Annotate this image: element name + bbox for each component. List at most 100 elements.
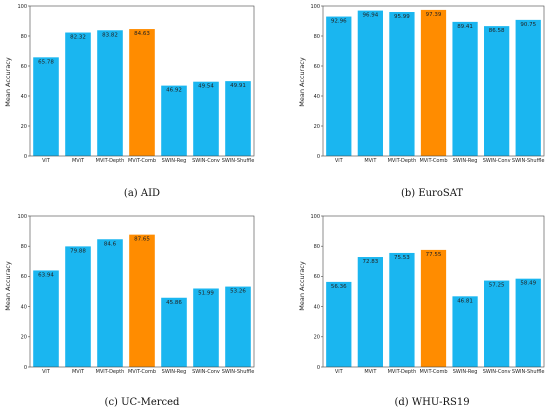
bar-value-label: 46.92: [166, 88, 182, 94]
y-tick-label: 100: [310, 214, 320, 220]
x-tick-label: MViT-Comb: [128, 369, 156, 375]
x-tick-label: MViT-Comb: [128, 158, 156, 164]
y-tick-label: 60: [21, 64, 27, 70]
bar-swin-conv: [484, 26, 510, 156]
bar-vit: [326, 16, 352, 157]
x-tick-label: ViT: [335, 158, 344, 164]
bar-swin-shuffle: [225, 286, 251, 367]
bar-swin-shuffle: [515, 19, 541, 156]
x-tick-label: SWIN-Reg: [453, 369, 478, 375]
y-tick-label: 0: [317, 154, 320, 160]
chart-panel-uc-merced: Mean Accuracy 0 20 40 60 80 100 63.94 ViT 79.88 M…: [4, 214, 255, 408]
plot-frame: [322, 5, 545, 157]
x-tick-label: MViT-Comb: [419, 158, 447, 164]
bar-value-label: 83.82: [102, 32, 118, 38]
bar-swin-conv: [484, 280, 510, 367]
x-tick-label: ViT: [335, 369, 344, 375]
chart-caption: (b) EuroSAT: [401, 188, 463, 199]
bar-value-label: 49.91: [230, 83, 246, 89]
bar-vit: [326, 281, 352, 367]
bar-swin-reg: [452, 21, 478, 157]
y-tick-label: 100: [310, 4, 320, 10]
x-tick-label: SWIN-Shuffle: [222, 369, 255, 375]
chart-panel-aid: Mean Accuracy 0 20 40 60 80 100 65.78 ViT 82.32 M…: [4, 4, 255, 199]
bar-swin-reg: [452, 296, 478, 367]
bar-value-label: 84.63: [134, 31, 150, 37]
y-tick-label: 0: [317, 365, 320, 371]
chart-caption: (d) WHU-RS19: [394, 397, 469, 408]
bar-mvit: [65, 246, 91, 367]
bar-value-label: 51.99: [198, 290, 214, 296]
y-tick-label: 80: [21, 244, 27, 250]
bar-value-label: 82.32: [70, 35, 86, 41]
y-tick-label: 80: [21, 34, 27, 40]
x-tick-label: MViT-Depth: [388, 369, 417, 375]
bar-value-label: 65.78: [38, 59, 54, 65]
bar-mvit: [357, 10, 383, 157]
bar-value-label: 95.99: [394, 14, 410, 20]
bar-value-label: 58.49: [520, 281, 536, 287]
y-tick-label: 40: [21, 94, 27, 100]
bar-mvit-comb: [129, 29, 155, 156]
bar-value-label: 90.75: [520, 22, 536, 28]
y-tick-label: 100: [17, 214, 27, 220]
bar-value-label: 46.81: [457, 298, 473, 304]
bar-mvit-comb: [420, 9, 447, 157]
bar-mvit: [65, 32, 91, 156]
bar-value-label: 87.65: [134, 237, 150, 243]
x-tick-label: MViT-Comb: [419, 369, 447, 375]
bar-value-label: 45.86: [166, 300, 182, 306]
bar-swin-conv: [193, 81, 219, 156]
bar-value-label: 96.94: [362, 13, 378, 19]
bar-value-label: 79.88: [70, 248, 86, 254]
bar-mvit: [357, 257, 383, 367]
x-tick-label: SWIN-Shuffle: [512, 369, 545, 375]
bar-swin-conv: [193, 288, 219, 367]
bar-value-label: 75.53: [394, 255, 410, 261]
x-tick-label: ViT: [42, 369, 51, 375]
x-tick-label: SWIN-Reg: [162, 158, 187, 164]
x-tick-label: ViT: [42, 158, 51, 164]
y-axis-label: Mean Accuracy: [298, 57, 306, 107]
x-tick-label: MViT: [364, 369, 377, 375]
plot-frame: [322, 215, 545, 368]
y-tick-label: 40: [314, 304, 320, 310]
bar-value-label: 53.26: [230, 289, 246, 295]
y-tick-label: 60: [314, 274, 320, 280]
chart-panel-whu-rs19: Mean Accuracy 0 20 40 60 80 100 56.36 ViT 72.83 M…: [298, 214, 544, 408]
bar-value-label: 84.6: [104, 241, 117, 247]
y-tick-label: 0: [24, 154, 27, 160]
bar-swin-reg: [161, 297, 187, 367]
plot-frame: [29, 5, 255, 157]
bar-value-label: 89.41: [457, 24, 473, 30]
bar-mvit-comb: [129, 234, 155, 367]
bar-mvit-depth: [97, 30, 123, 156]
x-tick-label: SWIN-Shuffle: [222, 158, 255, 164]
chart-caption: (c) UC-Merced: [105, 397, 180, 408]
chart-panel-eurosat: Mean Accuracy 0 20 40 60 80 100 92.96 ViT 96.94 M…: [298, 4, 544, 199]
y-tick-label: 60: [21, 274, 27, 280]
bar-value-label: 86.58: [489, 28, 505, 34]
bar-value-label: 57.25: [489, 283, 505, 289]
y-axis-label: Mean Accuracy: [298, 261, 306, 311]
chart-caption: (a) AID: [124, 188, 160, 199]
y-axis-label: Mean Accuracy: [4, 57, 12, 107]
x-tick-label: MViT: [364, 158, 377, 164]
x-tick-label: MViT: [72, 369, 85, 375]
plot-frame: [29, 215, 255, 368]
bar-value-label: 49.54: [198, 84, 214, 90]
x-tick-label: SWIN-Conv: [483, 158, 511, 164]
y-tick-label: 80: [314, 244, 320, 250]
bar-value-label: 72.83: [362, 259, 378, 265]
bar-value-label: 77.55: [426, 252, 442, 258]
bar-value-label: 97.39: [426, 12, 442, 18]
x-tick-label: SWIN-Conv: [192, 158, 220, 164]
bar-vit: [33, 270, 59, 367]
bar-mvit-depth: [389, 252, 415, 367]
x-tick-label: SWIN-Reg: [453, 158, 478, 164]
x-tick-label: SWIN-Conv: [192, 369, 220, 375]
y-tick-label: 80: [314, 34, 320, 40]
x-tick-label: MViT-Depth: [96, 369, 125, 375]
x-tick-label: SWIN-Shuffle: [512, 158, 545, 164]
